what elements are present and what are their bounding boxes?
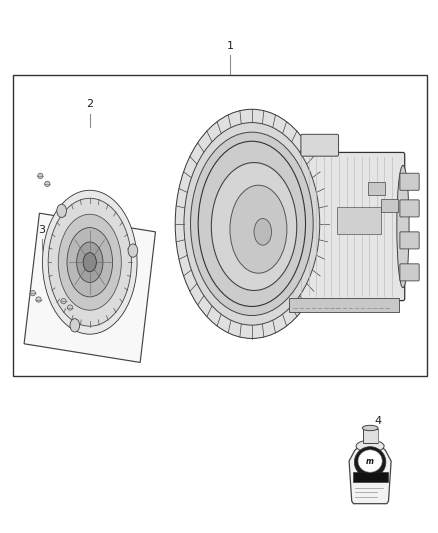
Ellipse shape	[67, 305, 73, 310]
Bar	[289, 298, 399, 312]
Text: 3: 3	[38, 224, 45, 235]
FancyBboxPatch shape	[400, 200, 419, 217]
Text: 4: 4	[374, 416, 381, 426]
FancyBboxPatch shape	[400, 232, 419, 249]
Ellipse shape	[362, 425, 378, 431]
Ellipse shape	[354, 447, 386, 478]
Ellipse shape	[48, 198, 131, 326]
Bar	[353, 472, 388, 482]
Text: 1: 1	[226, 41, 233, 51]
FancyBboxPatch shape	[400, 173, 419, 190]
FancyBboxPatch shape	[301, 134, 339, 156]
Text: 2: 2	[86, 99, 93, 109]
Polygon shape	[349, 446, 391, 504]
Ellipse shape	[191, 132, 313, 316]
Ellipse shape	[67, 228, 113, 297]
FancyBboxPatch shape	[283, 152, 405, 301]
Polygon shape	[24, 213, 155, 362]
Ellipse shape	[397, 165, 409, 288]
Ellipse shape	[58, 214, 121, 310]
Text: m: m	[366, 457, 374, 465]
Ellipse shape	[254, 219, 272, 245]
Ellipse shape	[45, 181, 50, 187]
Ellipse shape	[57, 204, 67, 217]
Ellipse shape	[30, 290, 35, 296]
Ellipse shape	[36, 297, 41, 302]
Ellipse shape	[184, 123, 320, 325]
Ellipse shape	[230, 185, 287, 273]
Ellipse shape	[211, 163, 297, 290]
Ellipse shape	[356, 440, 384, 452]
Ellipse shape	[42, 190, 137, 334]
Ellipse shape	[61, 298, 66, 304]
Bar	[337, 207, 381, 233]
Ellipse shape	[358, 450, 382, 472]
Ellipse shape	[70, 319, 80, 332]
Ellipse shape	[38, 173, 43, 179]
Bar	[13, 75, 427, 376]
Bar	[363, 429, 378, 443]
Ellipse shape	[175, 109, 328, 338]
Ellipse shape	[128, 244, 138, 257]
Ellipse shape	[77, 242, 103, 282]
FancyBboxPatch shape	[400, 264, 419, 281]
Bar	[381, 199, 398, 212]
Bar	[368, 182, 385, 195]
Ellipse shape	[83, 253, 96, 272]
